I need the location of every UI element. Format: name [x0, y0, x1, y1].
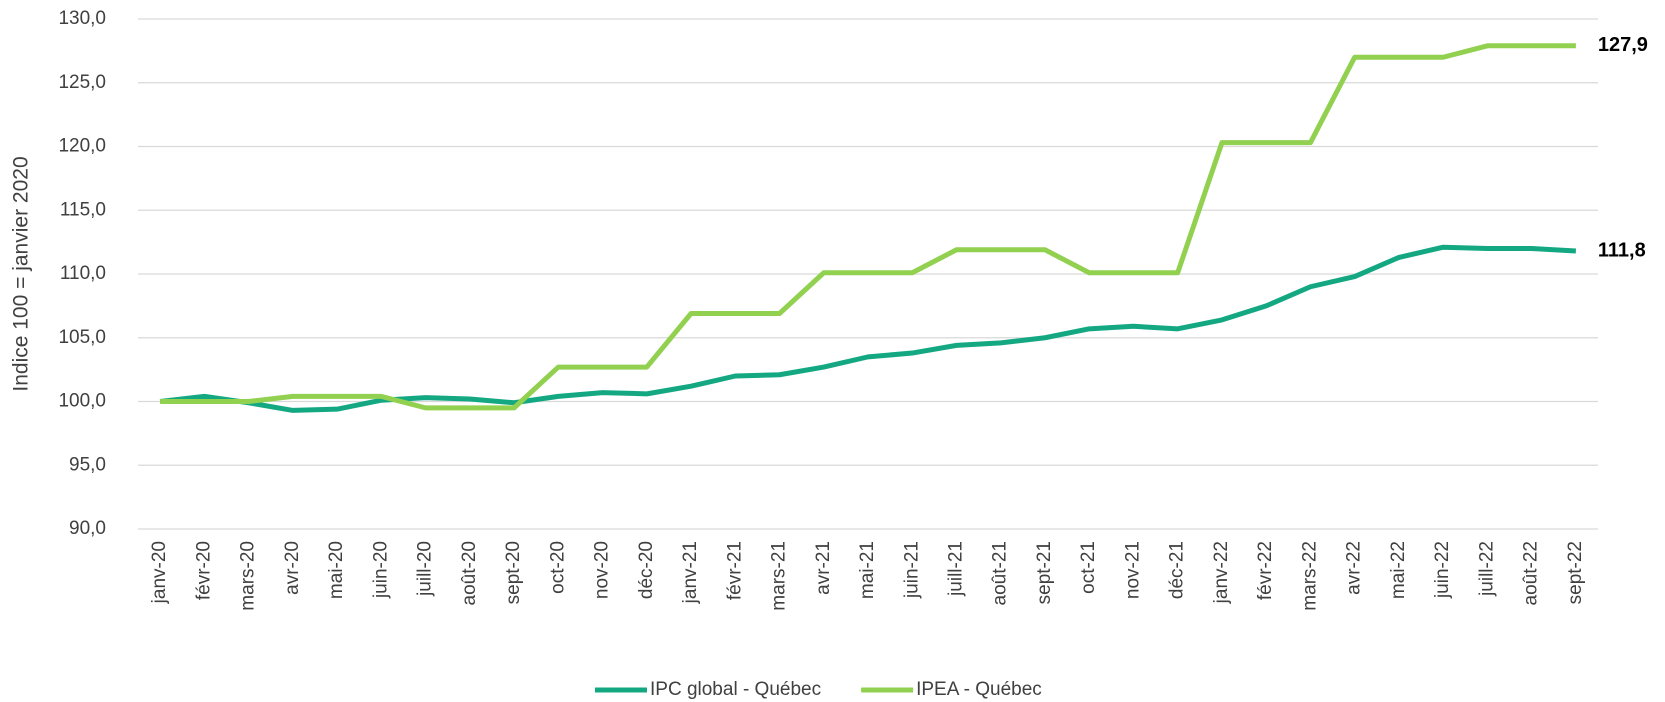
x-tick-label: juill-21 [946, 541, 967, 597]
x-tick-label: avr-21 [813, 541, 834, 595]
y-tick-label: 115,0 [60, 199, 106, 220]
data-label: 127,9 [1598, 34, 1648, 56]
y-tick-label: 95,0 [69, 454, 106, 475]
x-tick-label: août-22 [1521, 541, 1542, 605]
x-tick-label: sept-20 [503, 541, 524, 604]
x-tick-label: nov-20 [592, 541, 613, 599]
x-tick-label: déc-20 [636, 541, 657, 599]
x-tick-label: mars-20 [238, 541, 259, 611]
line-series [160, 43, 1576, 411]
x-tick-label: août-21 [990, 541, 1011, 605]
y-tick-label: 120,0 [58, 136, 106, 157]
y-tick-label: 100,0 [58, 391, 106, 412]
x-tick-label: févr-21 [724, 541, 745, 600]
x-tick-label: mai-22 [1388, 541, 1409, 599]
x-tick-label: janv-21 [680, 541, 701, 604]
x-tick-label: mai-21 [857, 541, 878, 599]
x-tick-label: sept-21 [1034, 541, 1055, 604]
x-tick-label: août-20 [459, 541, 480, 605]
x-tick-label: févr-22 [1255, 541, 1276, 600]
data-label: 111,8 [1598, 239, 1646, 261]
x-tick-label: mars-21 [769, 541, 790, 611]
x-tick-label: déc-21 [1167, 541, 1188, 599]
x-tick-label: févr-20 [193, 541, 214, 600]
legend-label: IPEA - Québec [916, 679, 1042, 700]
x-tick-label: mars-22 [1299, 541, 1320, 611]
x-tick-label: juill-20 [415, 541, 436, 597]
x-tick-label: avr-22 [1344, 541, 1365, 595]
x-tick-label: janv-20 [149, 541, 170, 604]
x-tick-label: sept-22 [1565, 541, 1586, 604]
x-tick-label: juin-21 [901, 541, 922, 599]
x-tick-label: oct-21 [1078, 541, 1099, 594]
x-tick-label: nov-21 [1122, 541, 1143, 599]
x-tick-label: avr-20 [282, 541, 303, 595]
y-axis-label: Indice 100 = janvier 2020 [10, 156, 33, 391]
y-tick-label: 110,0 [60, 263, 106, 284]
y-tick-label: 125,0 [58, 72, 106, 93]
y-tick-label: 90,0 [69, 518, 106, 539]
x-tick-label: janv-22 [1211, 541, 1232, 604]
x-tick-label: mai-20 [326, 541, 347, 599]
x-tick-label: oct-20 [547, 541, 568, 594]
x-tick-label: juin-22 [1432, 541, 1453, 599]
y-tick-label: 130,0 [58, 8, 106, 29]
x-tick-label: juill-22 [1476, 541, 1497, 597]
y-tick-label: 105,0 [58, 327, 106, 348]
legend-label: IPC global - Québec [650, 679, 821, 700]
x-tick-label: juin-20 [370, 541, 391, 599]
